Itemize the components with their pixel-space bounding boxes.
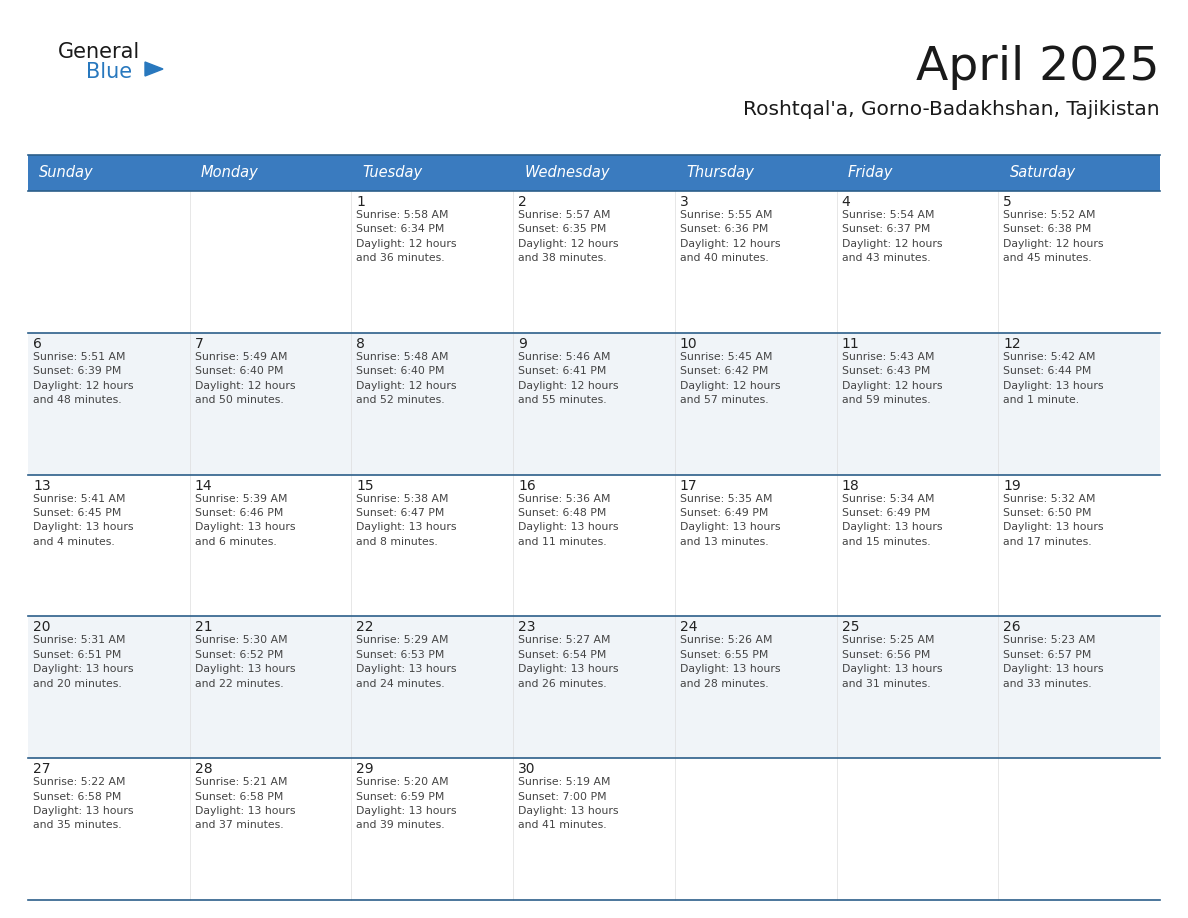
Text: 4: 4	[841, 195, 851, 209]
Text: 12: 12	[1004, 337, 1020, 351]
Text: Sunrise: 5:20 AM
Sunset: 6:59 PM
Daylight: 13 hours
and 39 minutes.: Sunrise: 5:20 AM Sunset: 6:59 PM Dayligh…	[356, 778, 457, 831]
Text: 9: 9	[518, 337, 527, 351]
Text: Sunrise: 5:38 AM
Sunset: 6:47 PM
Daylight: 13 hours
and 8 minutes.: Sunrise: 5:38 AM Sunset: 6:47 PM Dayligh…	[356, 494, 457, 547]
Text: 3: 3	[680, 195, 689, 209]
Text: Sunrise: 5:49 AM
Sunset: 6:40 PM
Daylight: 12 hours
and 50 minutes.: Sunrise: 5:49 AM Sunset: 6:40 PM Dayligh…	[195, 352, 295, 405]
Text: Sunrise: 5:22 AM
Sunset: 6:58 PM
Daylight: 13 hours
and 35 minutes.: Sunrise: 5:22 AM Sunset: 6:58 PM Dayligh…	[33, 778, 133, 831]
Text: 16: 16	[518, 478, 536, 493]
Text: Sunrise: 5:34 AM
Sunset: 6:49 PM
Daylight: 13 hours
and 15 minutes.: Sunrise: 5:34 AM Sunset: 6:49 PM Dayligh…	[841, 494, 942, 547]
Text: 28: 28	[195, 762, 213, 777]
Text: Sunrise: 5:19 AM
Sunset: 7:00 PM
Daylight: 13 hours
and 41 minutes.: Sunrise: 5:19 AM Sunset: 7:00 PM Dayligh…	[518, 778, 619, 831]
Text: 15: 15	[356, 478, 374, 493]
Text: Sunrise: 5:55 AM
Sunset: 6:36 PM
Daylight: 12 hours
and 40 minutes.: Sunrise: 5:55 AM Sunset: 6:36 PM Dayligh…	[680, 210, 781, 263]
Bar	[675, 155, 836, 191]
Text: Saturday: Saturday	[1010, 165, 1075, 181]
Polygon shape	[145, 62, 163, 76]
Text: 25: 25	[841, 621, 859, 634]
Text: Sunrise: 5:23 AM
Sunset: 6:57 PM
Daylight: 13 hours
and 33 minutes.: Sunrise: 5:23 AM Sunset: 6:57 PM Dayligh…	[1004, 635, 1104, 688]
Text: 26: 26	[1004, 621, 1020, 634]
Text: Sunrise: 5:54 AM
Sunset: 6:37 PM
Daylight: 12 hours
and 43 minutes.: Sunrise: 5:54 AM Sunset: 6:37 PM Dayligh…	[841, 210, 942, 263]
Text: Sunrise: 5:43 AM
Sunset: 6:43 PM
Daylight: 12 hours
and 59 minutes.: Sunrise: 5:43 AM Sunset: 6:43 PM Dayligh…	[841, 352, 942, 405]
Text: 21: 21	[195, 621, 213, 634]
Text: 8: 8	[356, 337, 365, 351]
Text: 24: 24	[680, 621, 697, 634]
Bar	[29, 191, 1159, 333]
Text: Sunrise: 5:21 AM
Sunset: 6:58 PM
Daylight: 13 hours
and 37 minutes.: Sunrise: 5:21 AM Sunset: 6:58 PM Dayligh…	[195, 778, 295, 831]
Text: Monday: Monday	[201, 165, 259, 181]
Text: Sunrise: 5:25 AM
Sunset: 6:56 PM
Daylight: 13 hours
and 31 minutes.: Sunrise: 5:25 AM Sunset: 6:56 PM Dayligh…	[841, 635, 942, 688]
Text: Sunrise: 5:41 AM
Sunset: 6:45 PM
Daylight: 13 hours
and 4 minutes.: Sunrise: 5:41 AM Sunset: 6:45 PM Dayligh…	[33, 494, 133, 547]
Bar	[29, 758, 1159, 900]
Text: Sunrise: 5:42 AM
Sunset: 6:44 PM
Daylight: 13 hours
and 1 minute.: Sunrise: 5:42 AM Sunset: 6:44 PM Dayligh…	[1004, 352, 1104, 405]
Text: 23: 23	[518, 621, 536, 634]
Text: 1: 1	[356, 195, 365, 209]
Text: 7: 7	[195, 337, 203, 351]
Text: 2: 2	[518, 195, 527, 209]
Text: Roshtqal'a, Gorno-Badakhshan, Tajikistan: Roshtqal'a, Gorno-Badakhshan, Tajikistan	[744, 100, 1159, 119]
Text: Sunrise: 5:39 AM
Sunset: 6:46 PM
Daylight: 13 hours
and 6 minutes.: Sunrise: 5:39 AM Sunset: 6:46 PM Dayligh…	[195, 494, 295, 547]
Text: 27: 27	[33, 762, 51, 777]
Text: Sunrise: 5:30 AM
Sunset: 6:52 PM
Daylight: 13 hours
and 22 minutes.: Sunrise: 5:30 AM Sunset: 6:52 PM Dayligh…	[195, 635, 295, 688]
Text: Sunday: Sunday	[39, 165, 94, 181]
Text: 14: 14	[195, 478, 213, 493]
Bar	[29, 616, 1159, 758]
Bar	[513, 155, 675, 191]
Text: Sunrise: 5:46 AM
Sunset: 6:41 PM
Daylight: 12 hours
and 55 minutes.: Sunrise: 5:46 AM Sunset: 6:41 PM Dayligh…	[518, 352, 619, 405]
Text: 13: 13	[33, 478, 51, 493]
Text: 20: 20	[33, 621, 51, 634]
Text: Sunrise: 5:58 AM
Sunset: 6:34 PM
Daylight: 12 hours
and 36 minutes.: Sunrise: 5:58 AM Sunset: 6:34 PM Dayligh…	[356, 210, 457, 263]
Text: 22: 22	[356, 621, 374, 634]
Text: Friday: Friday	[848, 165, 893, 181]
Text: 10: 10	[680, 337, 697, 351]
Text: Sunrise: 5:51 AM
Sunset: 6:39 PM
Daylight: 12 hours
and 48 minutes.: Sunrise: 5:51 AM Sunset: 6:39 PM Dayligh…	[33, 352, 133, 405]
Text: Sunrise: 5:36 AM
Sunset: 6:48 PM
Daylight: 13 hours
and 11 minutes.: Sunrise: 5:36 AM Sunset: 6:48 PM Dayligh…	[518, 494, 619, 547]
Bar	[836, 155, 998, 191]
Text: Sunrise: 5:29 AM
Sunset: 6:53 PM
Daylight: 13 hours
and 24 minutes.: Sunrise: 5:29 AM Sunset: 6:53 PM Dayligh…	[356, 635, 457, 688]
Text: Sunrise: 5:35 AM
Sunset: 6:49 PM
Daylight: 13 hours
and 13 minutes.: Sunrise: 5:35 AM Sunset: 6:49 PM Dayligh…	[680, 494, 781, 547]
Text: 11: 11	[841, 337, 859, 351]
Text: Blue: Blue	[86, 62, 132, 82]
Bar	[998, 155, 1159, 191]
Text: 19: 19	[1004, 478, 1020, 493]
Bar	[29, 155, 190, 191]
Text: 5: 5	[1004, 195, 1012, 209]
Text: Sunrise: 5:32 AM
Sunset: 6:50 PM
Daylight: 13 hours
and 17 minutes.: Sunrise: 5:32 AM Sunset: 6:50 PM Dayligh…	[1004, 494, 1104, 547]
Text: 30: 30	[518, 762, 536, 777]
Text: 18: 18	[841, 478, 859, 493]
Text: April 2025: April 2025	[916, 45, 1159, 90]
Text: Sunrise: 5:52 AM
Sunset: 6:38 PM
Daylight: 12 hours
and 45 minutes.: Sunrise: 5:52 AM Sunset: 6:38 PM Dayligh…	[1004, 210, 1104, 263]
Text: Sunrise: 5:48 AM
Sunset: 6:40 PM
Daylight: 12 hours
and 52 minutes.: Sunrise: 5:48 AM Sunset: 6:40 PM Dayligh…	[356, 352, 457, 405]
Text: Thursday: Thursday	[687, 165, 754, 181]
Text: 29: 29	[356, 762, 374, 777]
Bar	[352, 155, 513, 191]
Text: 6: 6	[33, 337, 42, 351]
Text: Tuesday: Tuesday	[362, 165, 423, 181]
Text: Sunrise: 5:31 AM
Sunset: 6:51 PM
Daylight: 13 hours
and 20 minutes.: Sunrise: 5:31 AM Sunset: 6:51 PM Dayligh…	[33, 635, 133, 688]
Text: Sunrise: 5:27 AM
Sunset: 6:54 PM
Daylight: 13 hours
and 26 minutes.: Sunrise: 5:27 AM Sunset: 6:54 PM Dayligh…	[518, 635, 619, 688]
Bar	[190, 155, 352, 191]
Text: 17: 17	[680, 478, 697, 493]
Text: Sunrise: 5:45 AM
Sunset: 6:42 PM
Daylight: 12 hours
and 57 minutes.: Sunrise: 5:45 AM Sunset: 6:42 PM Dayligh…	[680, 352, 781, 405]
Text: Sunrise: 5:57 AM
Sunset: 6:35 PM
Daylight: 12 hours
and 38 minutes.: Sunrise: 5:57 AM Sunset: 6:35 PM Dayligh…	[518, 210, 619, 263]
Text: General: General	[58, 42, 140, 62]
Text: Wednesday: Wednesday	[524, 165, 609, 181]
Text: Sunrise: 5:26 AM
Sunset: 6:55 PM
Daylight: 13 hours
and 28 minutes.: Sunrise: 5:26 AM Sunset: 6:55 PM Dayligh…	[680, 635, 781, 688]
Bar	[29, 475, 1159, 616]
Bar	[29, 333, 1159, 475]
